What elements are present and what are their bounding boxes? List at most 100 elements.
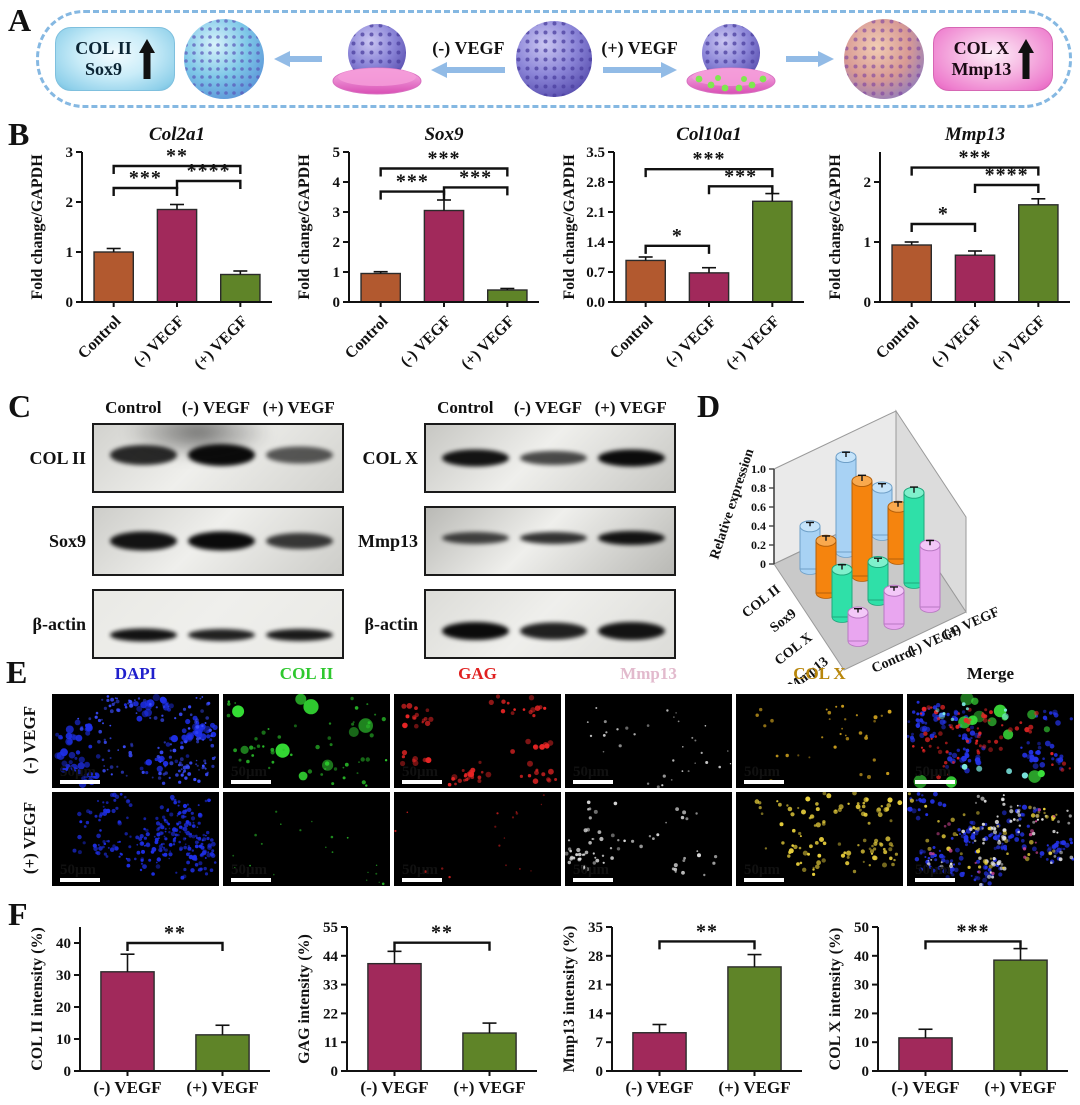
- svg-text:(+) VEGF: (+) VEGF: [186, 1078, 258, 1097]
- blot-header-minus-vegf: (-) VEGF: [181, 398, 251, 417]
- colx-intensity-chart: 0 10 20 30 40 50 (-) VEGF (+) VEGF COL X intensi…: [824, 905, 1078, 1105]
- chondrogenic-markers-box: COL II Sox9: [55, 27, 175, 91]
- svg-text:***: ***: [129, 167, 162, 189]
- up-arrow-icon: [138, 39, 155, 79]
- scaffold-spheroid-image: [515, 21, 592, 97]
- panel-a-schematic: COL II Sox9 (-) VEGF (+): [36, 10, 1072, 108]
- left-arrow-icon: [274, 51, 323, 67]
- blot-label-sox9: Sox9: [48, 530, 86, 551]
- vegf-dots: [695, 75, 767, 92]
- micrograph-gag-minus: 50μm: [394, 694, 561, 788]
- svg-text:**: **: [164, 922, 186, 944]
- svg-text:50μm: 50μm: [231, 862, 268, 878]
- blot-label-mmp13: Mmp13: [358, 530, 418, 551]
- micrograph-col2-minus: 50μm: [223, 694, 390, 788]
- stain-header-col2: COL II: [279, 664, 334, 683]
- svg-text:3: 3: [66, 145, 74, 161]
- svg-text:50μm: 50μm: [60, 764, 97, 780]
- blot-header-minus-vegf: (-) VEGF: [513, 398, 583, 417]
- svg-text:1.0: 1.0: [751, 462, 766, 476]
- panel-d-label: D: [697, 388, 721, 424]
- mmp13-intensity-chart: 0 7 14 21 28 35 (-) VEGF (+) VEGF Mmp13 intensit…: [558, 905, 812, 1105]
- svg-text:50μm: 50μm: [744, 862, 781, 878]
- svg-text:***: ***: [693, 148, 726, 170]
- svg-text:2.8: 2.8: [586, 175, 605, 191]
- marker-col2: COL II: [75, 38, 132, 59]
- svg-text:Sox9: Sox9: [768, 606, 800, 636]
- svg-text:COL X intensity (%): COL X intensity (%): [827, 928, 844, 1071]
- stain-column-headers: DAPI COL II GAG Mmp13 COL X Merge: [52, 664, 1078, 684]
- svg-text:2: 2: [333, 235, 341, 251]
- micrograph-dapi-minus: 50μm: [52, 694, 219, 788]
- blot-header-control: Control: [437, 398, 494, 417]
- svg-text:(+) VEGF: (+) VEGF: [984, 1078, 1056, 1097]
- svg-text:4: 4: [333, 175, 341, 191]
- svg-text:*: *: [938, 203, 949, 225]
- blot-image-col2: [92, 423, 344, 493]
- svg-text:33: 33: [323, 978, 338, 994]
- svg-text:(+) VEGF: (+) VEGF: [718, 1078, 790, 1097]
- svg-text:(+) VEGF: (+) VEGF: [989, 313, 1049, 373]
- svg-text:50μm: 50μm: [744, 764, 781, 780]
- blot-row: Sox9: [20, 506, 350, 576]
- svg-text:10: 10: [854, 1035, 869, 1051]
- svg-text:20: 20: [854, 1006, 869, 1022]
- right-arrow-icon: [602, 62, 677, 78]
- blot-label-colx: COL X: [362, 447, 418, 468]
- svg-text:**: **: [431, 922, 453, 944]
- micrograph-col2-plus: 50μm: [223, 792, 390, 886]
- svg-text:Fold change/GAPDH: Fold change/GAPDH: [296, 154, 313, 300]
- panel-e-label: E: [6, 654, 28, 690]
- hypertrophic-spheroid-image: [844, 19, 925, 99]
- stain-header-merge: Merge: [966, 664, 1015, 683]
- svg-text:(+) VEGF: (+) VEGF: [453, 1078, 525, 1097]
- svg-text:1: 1: [333, 265, 341, 281]
- svg-text:0: 0: [333, 295, 341, 311]
- row-label-minus-vegf: (-) VEGF: [20, 705, 39, 775]
- svg-text:30: 30: [56, 968, 71, 984]
- up-arrow-icon: [1018, 39, 1035, 79]
- micrograph-colx-minus: 50μm: [736, 694, 903, 788]
- svg-text:(-) VEGF: (-) VEGF: [891, 1078, 959, 1097]
- svg-text:0: 0: [862, 1064, 870, 1080]
- svg-text:****: ****: [985, 164, 1029, 186]
- micrograph-colx-plus: 50μm: [736, 792, 903, 886]
- microscopy-row-minus-vegf: 50μm 50μm 50μm 50μm 50μm 50μm: [52, 694, 1074, 788]
- svg-text:0: 0: [331, 1064, 339, 1080]
- micrograph-merge-plus: 50μm: [907, 792, 1074, 886]
- mmp13-bar-chart: 0 1 2 Control (-) VEGF (+) VEGF Fold change/GA…: [824, 122, 1078, 385]
- micrograph-mmp13-plus: 50μm: [565, 792, 732, 886]
- svg-text:Control: Control: [873, 312, 923, 362]
- micrograph-merge-minus: 50μm: [907, 694, 1074, 788]
- panel-b-label: B: [8, 116, 30, 152]
- microscopy-row-plus-vegf: 50μm 50μm 50μm 50μm 50μm 50μm: [52, 792, 1074, 886]
- blot-label-col2: COL II: [29, 447, 86, 468]
- svg-text:0: 0: [64, 1064, 72, 1080]
- panel-c-label: C: [8, 388, 32, 424]
- svg-text:2.1: 2.1: [586, 205, 605, 221]
- svg-text:50μm: 50μm: [573, 764, 610, 780]
- minus-vegf-label: (-) VEGF: [432, 38, 505, 58]
- svg-text:(-) VEGF: (-) VEGF: [360, 1078, 428, 1097]
- blot-column-headers: Control (-) VEGF (+) VEGF: [424, 398, 672, 418]
- svg-text:Sox9: Sox9: [424, 124, 464, 145]
- svg-text:40: 40: [854, 949, 869, 965]
- svg-text:(+) VEGF: (+) VEGF: [458, 313, 518, 373]
- plus-vegf-label: (+) VEGF: [601, 38, 678, 58]
- svg-text:50μm: 50μm: [231, 764, 268, 780]
- western-blot-group-2: Control (-) VEGF (+) VEGF COL X Mmp13 β-…: [352, 398, 682, 672]
- svg-text:(-) VEGF: (-) VEGF: [625, 1078, 693, 1097]
- plus-vegf-step: (+) VEGF: [601, 38, 679, 80]
- svg-text:50μm: 50μm: [402, 764, 439, 780]
- svg-text:Control: Control: [75, 312, 125, 362]
- blot-header-plus-vegf: (+) VEGF: [262, 398, 335, 417]
- svg-text:50μm: 50μm: [402, 862, 439, 878]
- svg-text:55: 55: [323, 920, 338, 936]
- panel-f-label: F: [8, 896, 28, 932]
- culture-dish-minus-vegf-image: [332, 24, 422, 95]
- svg-text:0.8: 0.8: [751, 481, 766, 495]
- svg-text:0: 0: [596, 1064, 604, 1080]
- panel-a-label: A: [8, 2, 32, 38]
- svg-text:0.0: 0.0: [586, 295, 605, 311]
- relative-expression-3d-chart: 0 0.2 0.4 0.6 0.8 1.0 Relative expression COL I…: [688, 392, 1080, 695]
